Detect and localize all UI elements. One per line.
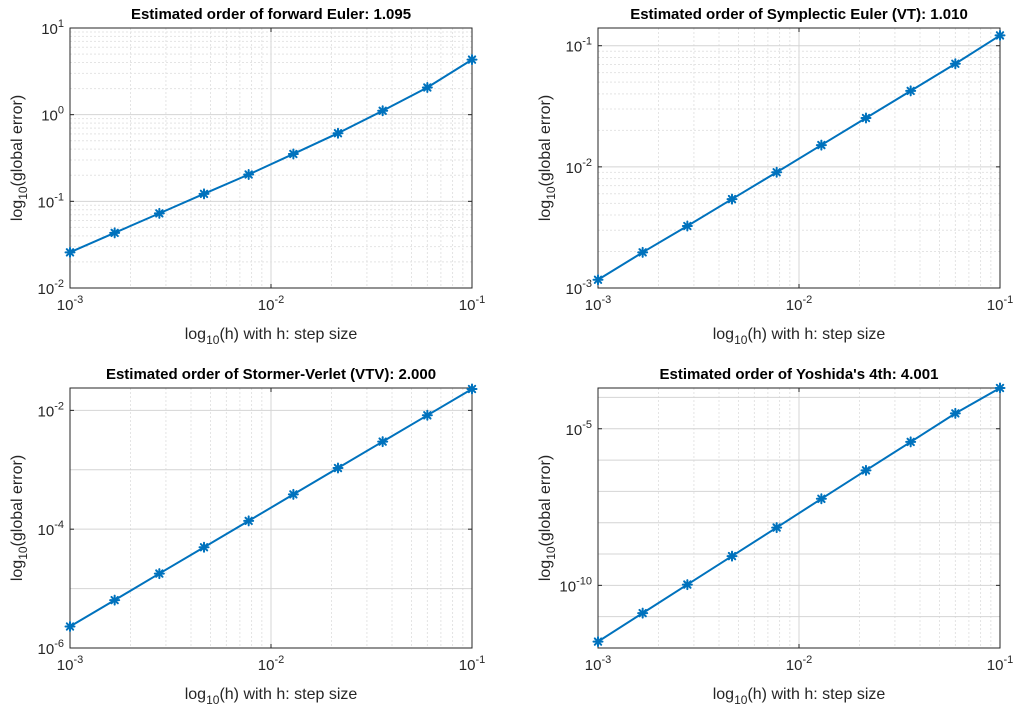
x-tick-label: 10-2 xyxy=(786,294,812,314)
series-line xyxy=(69,388,473,628)
x-tick-label: 10-1 xyxy=(459,294,485,314)
data-point xyxy=(815,493,827,505)
data-point xyxy=(681,220,693,232)
data-point xyxy=(994,382,1006,394)
data-point xyxy=(153,207,165,219)
x-tick-label: 10-2 xyxy=(786,654,812,674)
data-point xyxy=(466,383,478,395)
x-tick-label: 10-2 xyxy=(258,654,284,674)
data-point xyxy=(466,54,478,66)
data-point xyxy=(592,274,604,286)
chart-title: Estimated order of Yoshida's 4th: 4.001 xyxy=(660,366,939,383)
y-axis-label: log10(global error) xyxy=(537,455,558,581)
x-tick-label: 10-3 xyxy=(57,294,83,314)
x-tick-label: 10-1 xyxy=(459,654,485,674)
y-tick-label: 10-2 xyxy=(38,278,64,298)
data-point xyxy=(421,409,433,421)
data-point xyxy=(637,607,649,619)
grid xyxy=(69,27,473,289)
data-point xyxy=(771,166,783,178)
grid xyxy=(69,388,473,649)
data-point xyxy=(332,462,344,474)
series-line xyxy=(597,34,1001,281)
subplot-2: 10-3 10-2 10-1 10-3 10-2 10-1 Estimated order … xyxy=(537,6,1013,347)
x-axis-label: log10(h) with h: step size xyxy=(185,326,358,347)
series-line xyxy=(597,387,1001,643)
y-tick-label: 10-5 xyxy=(566,419,592,439)
data-point xyxy=(949,58,961,70)
data-point xyxy=(109,594,121,606)
x-tick-label: 10-1 xyxy=(987,654,1013,674)
series-line xyxy=(69,58,473,254)
data-point xyxy=(198,541,210,553)
y-axis-label: log10(global error) xyxy=(9,455,30,581)
data-point xyxy=(287,488,299,500)
subplot-3: 10-3 10-2 10-1 10-6 10-4 10-2 Estimated order … xyxy=(9,366,485,707)
data-point xyxy=(726,193,738,205)
chart-title: Estimated order of Stormer-Verlet (VTV):… xyxy=(106,366,436,383)
y-tick-label: 10-4 xyxy=(38,519,64,539)
y-tick-label: 10-6 xyxy=(38,638,64,658)
x-tick-label: 10-3 xyxy=(585,294,611,314)
data-point xyxy=(771,522,783,534)
data-point xyxy=(994,29,1006,41)
data-point xyxy=(681,579,693,591)
data-point xyxy=(726,550,738,562)
x-tick-label: 10-2 xyxy=(258,294,284,314)
data-point xyxy=(153,568,165,580)
data-point xyxy=(860,464,872,476)
data-point xyxy=(949,407,961,419)
y-tick-label: 10-2 xyxy=(566,157,592,177)
y-tick-label: 10-2 xyxy=(38,400,64,420)
y-tick-label: 10-1 xyxy=(38,191,64,211)
data-point xyxy=(64,621,76,633)
data-point xyxy=(860,112,872,124)
data-point xyxy=(287,148,299,160)
y-axis-label: log10(global error) xyxy=(9,95,30,221)
data-point xyxy=(421,81,433,93)
data-point xyxy=(377,105,389,117)
data-point xyxy=(592,636,604,648)
y-tick-label: 100 xyxy=(41,105,64,125)
data-point xyxy=(332,127,344,139)
x-tick-label: 10-3 xyxy=(57,654,83,674)
y-tick-label: 10-1 xyxy=(566,36,592,56)
data-point xyxy=(905,436,917,448)
x-tick-label: 10-1 xyxy=(987,294,1013,314)
data-point xyxy=(377,436,389,448)
data-point xyxy=(815,139,827,151)
x-axis-label: log10(h) with h: step size xyxy=(713,326,886,347)
x-axis-label: log10(h) with h: step size xyxy=(185,686,358,707)
data-point xyxy=(637,246,649,258)
subplot-4: 10-3 10-2 10-1 10-10 10-5 Estimated order of … xyxy=(537,366,1013,707)
data-point xyxy=(109,227,121,239)
y-axis-label: log10(global error) xyxy=(537,95,558,221)
y-tick-label: 101 xyxy=(41,18,64,38)
x-tick-label: 10-3 xyxy=(585,654,611,674)
data-point xyxy=(905,85,917,97)
data-point xyxy=(243,168,255,180)
x-axis-label: log10(h) with h: step size xyxy=(713,686,886,707)
data-point xyxy=(243,515,255,527)
data-point xyxy=(64,246,76,258)
y-tick-label: 10-10 xyxy=(559,575,592,595)
chart-title: Estimated order of forward Euler: 1.095 xyxy=(131,6,411,23)
chart-title: Estimated order of Symplectic Euler (VT)… xyxy=(630,6,968,23)
y-tick-label: 10-3 xyxy=(566,278,592,298)
data-point xyxy=(198,188,210,200)
